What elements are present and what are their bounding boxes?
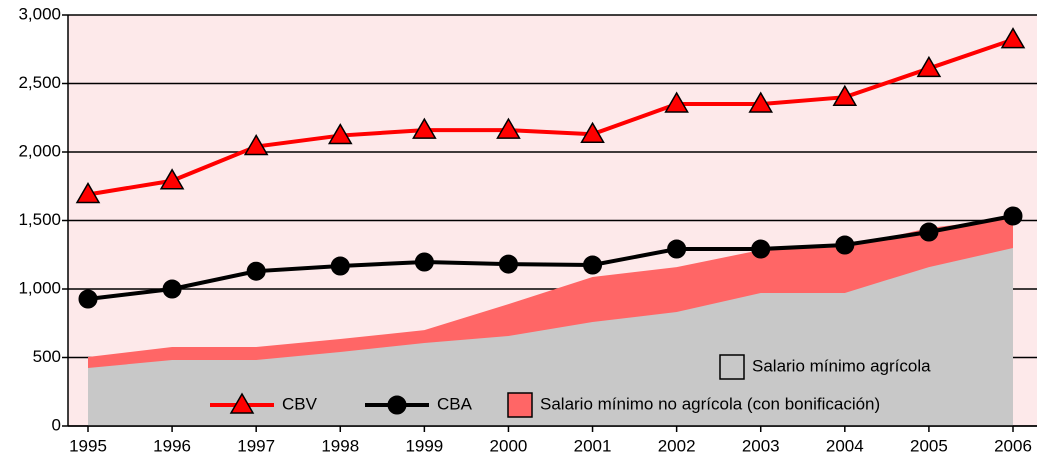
legend-swatch <box>507 392 533 418</box>
x-tick-label: 2005 <box>910 436 948 455</box>
marker <box>327 123 353 145</box>
legend-label: CBV <box>282 394 318 413</box>
marker <box>919 222 939 242</box>
x-tick-label: 1996 <box>153 436 191 455</box>
x-tick-label: 2003 <box>742 436 780 455</box>
marker <box>916 55 942 78</box>
marker <box>414 252 434 272</box>
x-tick-label: 1997 <box>237 436 275 455</box>
marker <box>664 91 689 113</box>
marker <box>243 134 269 156</box>
y-tick-label: 2,500 <box>18 73 61 92</box>
x-tick-label: 2006 <box>994 436 1032 455</box>
x-tick-label: 1999 <box>405 436 443 455</box>
marker <box>162 279 182 299</box>
line <box>87 37 1014 197</box>
marker <box>75 181 101 204</box>
marker <box>159 168 185 190</box>
y-tick-label: 1,000 <box>18 278 61 297</box>
area <box>88 248 1013 426</box>
line <box>87 214 1014 301</box>
marker <box>330 256 350 276</box>
marker <box>412 117 437 139</box>
x-tick-label: 2000 <box>490 436 528 455</box>
y-tick-label: 2,000 <box>18 141 61 160</box>
marker <box>835 235 855 255</box>
marker <box>1000 27 1026 49</box>
marker <box>748 91 774 113</box>
legend-label: Salario mínimo no agrícola (con bonifica… <box>540 394 880 413</box>
marker <box>78 289 98 309</box>
legend-marker <box>229 392 255 414</box>
marker <box>667 239 687 259</box>
marker <box>751 239 771 259</box>
marker <box>498 254 518 274</box>
y-tick-label: 3,000 <box>18 4 61 23</box>
y-tick-label: 500 <box>33 347 61 366</box>
x-tick-label: 2001 <box>574 436 612 455</box>
marker <box>583 255 603 275</box>
legend-swatch <box>719 354 745 380</box>
marker <box>580 121 605 143</box>
marker <box>832 84 858 106</box>
x-tick-label: 2002 <box>658 436 696 455</box>
x-tick-label: 1998 <box>321 436 359 455</box>
x-tick-label: 1995 <box>69 436 107 455</box>
marker <box>1003 206 1023 226</box>
marker <box>246 261 266 281</box>
legend-label: CBA <box>437 394 473 413</box>
y-tick-label: 0 <box>52 415 61 434</box>
legend-marker <box>387 395 407 415</box>
marker <box>496 117 521 139</box>
y-tick-label: 1,500 <box>18 210 61 229</box>
x-tick-label: 2004 <box>826 436 864 455</box>
legend-label: Salario mínimo agrícola <box>752 356 931 375</box>
